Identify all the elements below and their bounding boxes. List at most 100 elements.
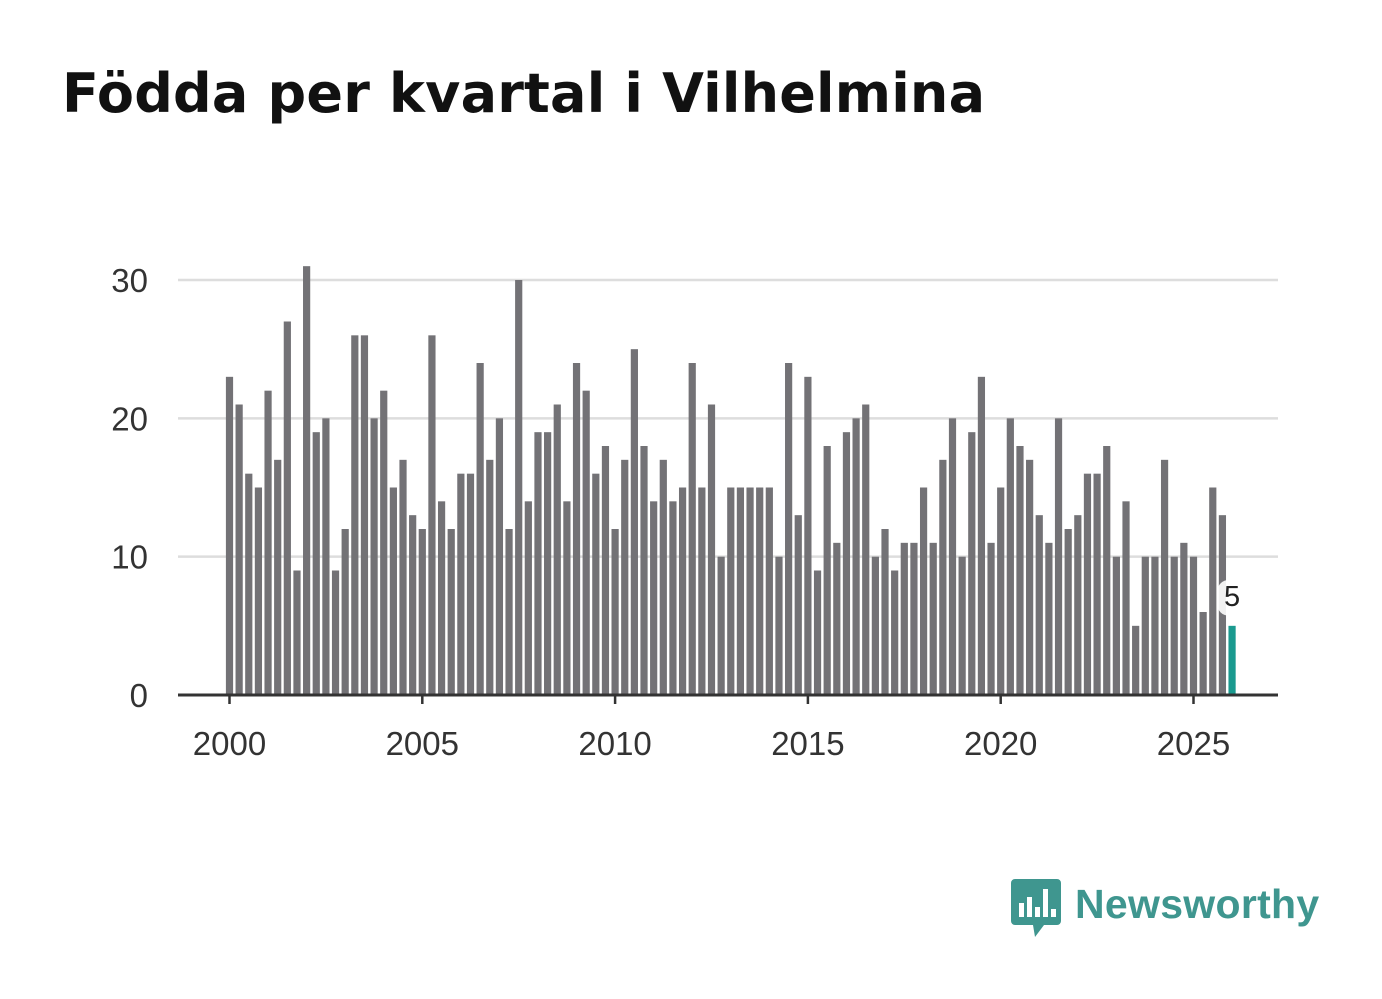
bar <box>785 363 793 695</box>
bars <box>225 266 1236 695</box>
bar <box>813 570 822 695</box>
bar <box>544 432 552 695</box>
bar <box>601 446 610 695</box>
bar <box>1026 459 1034 695</box>
bar <box>495 418 504 695</box>
bar <box>274 459 282 695</box>
bar <box>1045 542 1053 695</box>
bar <box>891 570 899 695</box>
bar <box>698 487 706 695</box>
bar <box>736 487 745 695</box>
y-tick-label: 20 <box>111 400 148 437</box>
bar <box>997 487 1005 695</box>
y-axis-ticks: 0 10 20 30 <box>111 262 148 714</box>
bar <box>225 376 234 695</box>
bar <box>650 501 658 695</box>
bar <box>389 487 397 695</box>
bar <box>756 487 764 695</box>
x-tick-label: 2005 <box>386 725 459 762</box>
bar <box>881 529 889 695</box>
bar <box>630 349 638 695</box>
bar <box>919 487 928 695</box>
bar <box>1103 446 1111 695</box>
bar <box>804 376 812 695</box>
bar <box>370 418 378 695</box>
bar <box>1189 556 1198 695</box>
bar <box>428 335 436 695</box>
bar <box>968 432 976 695</box>
bar <box>245 473 253 695</box>
y-tick-label: 30 <box>111 262 148 299</box>
bar <box>1209 487 1217 695</box>
bar <box>948 418 957 695</box>
bar <box>707 404 716 695</box>
bar <box>669 501 677 695</box>
bar <box>312 432 320 695</box>
bar <box>322 418 330 695</box>
bar <box>910 542 918 695</box>
bar <box>264 390 272 695</box>
bar <box>534 432 542 695</box>
bar <box>987 542 995 695</box>
bar <box>553 404 561 695</box>
bar <box>380 390 388 695</box>
bar <box>1093 473 1101 695</box>
bar <box>823 446 831 695</box>
y-tick-label: 0 <box>130 677 148 714</box>
bar <box>418 529 426 695</box>
bar <box>1083 473 1092 695</box>
bar <box>717 556 725 695</box>
bar <box>1180 542 1188 695</box>
bar <box>360 335 369 695</box>
bar <box>1064 529 1072 695</box>
bar <box>399 459 407 695</box>
bar <box>688 363 696 695</box>
bar <box>871 556 879 695</box>
annotation-label: 5 <box>1224 581 1240 613</box>
bar <box>1016 446 1024 695</box>
bar <box>486 459 494 695</box>
bar <box>977 376 986 695</box>
bar <box>457 473 465 695</box>
bar <box>862 404 870 695</box>
bar <box>505 529 513 695</box>
bar <box>582 390 590 695</box>
bar <box>640 446 648 695</box>
bar <box>1151 556 1159 695</box>
bar <box>254 487 263 695</box>
bar <box>727 487 735 695</box>
bar <box>1199 612 1207 695</box>
bar <box>563 501 571 695</box>
x-tick-label: 2010 <box>578 725 651 762</box>
brand-name: Newsworthy <box>1075 881 1320 927</box>
bar-chart-speech-bubble-icon <box>1011 879 1061 937</box>
bar <box>929 542 937 695</box>
bar <box>409 515 417 695</box>
bar <box>852 418 860 695</box>
bar <box>1074 515 1082 695</box>
bar <box>466 473 475 695</box>
bar <box>621 459 629 695</box>
bar <box>746 487 754 695</box>
bar <box>1122 501 1130 695</box>
bar <box>235 404 243 695</box>
bar <box>1035 515 1043 695</box>
bar <box>1006 418 1014 695</box>
bar <box>1141 556 1149 695</box>
y-tick-label: 10 <box>111 539 148 576</box>
bar <box>331 570 340 695</box>
bar <box>351 335 359 695</box>
bar <box>447 529 455 695</box>
bar <box>1112 556 1120 695</box>
bar <box>1054 418 1063 695</box>
bar <box>572 363 581 695</box>
bar <box>592 473 600 695</box>
bar <box>842 432 851 695</box>
bar <box>939 459 947 695</box>
bar <box>476 363 484 695</box>
bar <box>524 501 532 695</box>
x-tick-label: 2000 <box>193 725 266 762</box>
bar <box>515 280 523 695</box>
annotation: 5 <box>1217 579 1248 616</box>
